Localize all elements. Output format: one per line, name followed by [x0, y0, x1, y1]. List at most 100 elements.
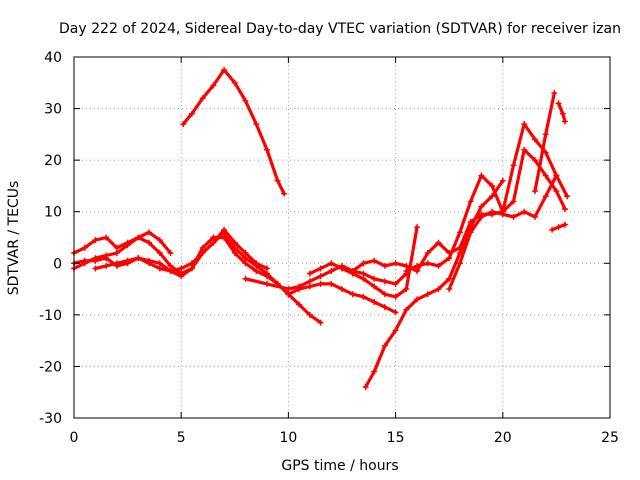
data-point — [281, 190, 288, 197]
data-point — [531, 188, 538, 195]
data-point — [561, 221, 568, 228]
data-point — [92, 265, 99, 272]
data-point — [92, 257, 99, 264]
data-point — [531, 157, 538, 164]
data-point — [199, 95, 206, 102]
data-point — [328, 260, 335, 267]
data-point — [403, 262, 410, 269]
y-tick-label: -10 — [39, 308, 62, 324]
data-point — [81, 257, 88, 264]
data-point — [178, 273, 185, 280]
plot-frame — [73, 56, 611, 419]
data-point — [135, 234, 142, 241]
data-point — [253, 121, 260, 128]
data-point — [113, 244, 120, 251]
x-tick-label: 5 — [177, 430, 186, 446]
data-point — [403, 286, 410, 293]
data-point — [424, 291, 431, 298]
data-point — [559, 110, 566, 117]
data-point — [392, 293, 399, 300]
data-point — [156, 260, 163, 267]
data-point — [178, 265, 185, 272]
data-point — [135, 255, 142, 262]
data-point — [371, 368, 378, 375]
data-point — [231, 79, 238, 86]
data-point — [424, 260, 431, 267]
data-point — [510, 162, 517, 169]
data-point — [489, 193, 496, 200]
data-point — [414, 224, 421, 231]
data-point — [371, 257, 378, 264]
x-axis-ticks: 0 5 10 15 20 25 — [70, 57, 619, 446]
chart-title: Day 222 of 2024, Sidereal Day-to-day VTE… — [59, 21, 621, 37]
data-point — [103, 255, 110, 262]
data-point — [360, 293, 367, 300]
data-point — [414, 262, 421, 269]
data-point — [263, 265, 270, 272]
data-point — [542, 172, 549, 179]
y-tick-label: 40 — [44, 50, 62, 66]
data-point — [317, 280, 324, 287]
data-point — [81, 244, 88, 251]
data-point — [242, 255, 249, 262]
data-point — [124, 242, 131, 249]
data-point — [328, 268, 335, 275]
data-point — [306, 283, 313, 290]
data-point — [360, 260, 367, 267]
data-point — [551, 90, 558, 97]
data-point — [156, 237, 163, 244]
data-point — [478, 213, 485, 220]
y-tick-label: 10 — [44, 205, 62, 221]
data-point — [199, 244, 206, 251]
data-point — [561, 206, 568, 213]
data-point — [381, 262, 388, 269]
data-point — [92, 237, 99, 244]
data-point — [414, 296, 421, 303]
data-point — [510, 213, 517, 220]
data-point — [317, 273, 324, 280]
x-tick-label: 10 — [279, 430, 297, 446]
data-point — [349, 268, 356, 275]
data-point — [371, 298, 378, 305]
data-point — [531, 213, 538, 220]
data-point — [242, 275, 249, 282]
data-point — [489, 182, 496, 189]
data-point — [553, 188, 560, 195]
data-point — [521, 146, 528, 153]
data-point — [403, 306, 410, 313]
y-tick-label: -30 — [39, 411, 62, 427]
data-point — [467, 198, 474, 205]
x-tick-label: 25 — [601, 430, 619, 446]
data-point — [263, 270, 270, 277]
data-point — [339, 265, 345, 272]
data-point — [446, 275, 453, 282]
data-point — [221, 66, 228, 73]
data-point — [146, 239, 153, 246]
x-tick-label: 20 — [494, 430, 512, 446]
data-point — [296, 301, 303, 308]
x-tick-label: 0 — [70, 430, 79, 446]
data-point — [510, 198, 517, 205]
data-point — [274, 177, 281, 184]
data-point — [489, 208, 496, 215]
data-point — [199, 249, 206, 256]
data-point — [478, 172, 485, 179]
data-point — [381, 342, 388, 349]
data-point — [549, 226, 556, 233]
data-point — [263, 280, 270, 287]
data-point — [124, 257, 131, 264]
data-point — [349, 291, 356, 298]
data-point — [392, 260, 399, 267]
series-layer — [71, 66, 571, 391]
data-point — [242, 249, 249, 256]
data-point — [210, 239, 217, 246]
data-point — [542, 193, 549, 200]
data-point — [146, 260, 153, 267]
data-point — [156, 265, 163, 272]
series-arc-14 — [556, 101, 567, 124]
data-point — [210, 234, 217, 241]
data-point — [317, 265, 324, 272]
y-tick-label: 0 — [53, 256, 62, 272]
data-point — [403, 268, 410, 275]
